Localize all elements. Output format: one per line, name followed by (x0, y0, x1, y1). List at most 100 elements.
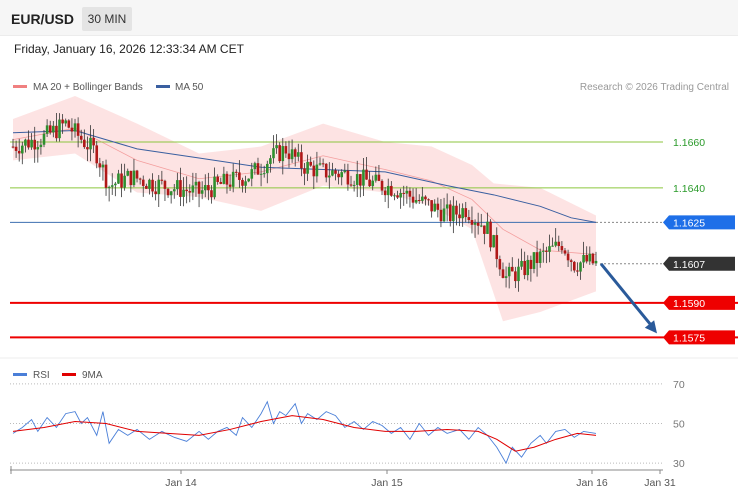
candle (141, 175, 145, 197)
candle-body (213, 176, 216, 198)
candle (380, 179, 384, 196)
candle-body (390, 185, 393, 196)
candle-body (244, 181, 247, 186)
candle-body (48, 125, 52, 133)
candle-body (529, 259, 533, 269)
candle (169, 190, 173, 204)
candle-body (14, 146, 18, 151)
candle-body (498, 259, 502, 270)
candle-body (479, 225, 483, 227)
candle-body (408, 190, 412, 197)
candle (132, 158, 136, 188)
candle-body (296, 152, 300, 157)
candle-body (476, 222, 480, 226)
candle-body (104, 164, 108, 188)
candle (464, 201, 468, 223)
candle-body (67, 120, 71, 128)
candle-body (70, 127, 74, 132)
candle-body (166, 188, 170, 196)
candle (572, 260, 576, 273)
candle-body (352, 184, 356, 186)
candle (315, 151, 319, 183)
candle-body (141, 179, 145, 186)
candle (424, 195, 427, 206)
candle (182, 177, 185, 207)
candle (104, 159, 108, 196)
candle-body (585, 255, 588, 262)
candle-body (349, 184, 353, 186)
candle-body (117, 173, 120, 184)
candle (21, 141, 24, 165)
candle (191, 172, 195, 201)
candle-body (42, 133, 46, 145)
candle-body (582, 255, 585, 263)
candle (430, 200, 433, 218)
candle-body (337, 173, 340, 178)
candle (200, 181, 204, 200)
time-axis-label: Jan 15 (371, 477, 403, 489)
candle-body (241, 179, 244, 186)
candle (548, 234, 551, 263)
candle (579, 261, 582, 280)
candle (328, 162, 331, 189)
time-axis-label: Jan 14 (165, 477, 197, 489)
candle (163, 179, 167, 202)
candle (331, 162, 334, 177)
candle-body (21, 145, 24, 154)
candle (27, 130, 30, 150)
candle (86, 136, 89, 162)
candle (566, 249, 570, 268)
candle (374, 166, 378, 183)
candle (349, 175, 353, 187)
candle-body (98, 163, 102, 168)
candle-body (312, 165, 316, 177)
candle-body (566, 253, 570, 261)
candle-body (532, 252, 536, 269)
candle-body (495, 235, 499, 260)
candle (560, 241, 564, 254)
candle (259, 163, 263, 187)
candle-body (591, 253, 595, 264)
candle-body (414, 200, 418, 203)
candle-body (135, 170, 139, 179)
candle-body (402, 192, 406, 194)
candle-body (194, 181, 198, 186)
candle (151, 173, 154, 198)
timeframe-button[interactable]: 30 MIN (82, 7, 132, 31)
candle-body (281, 146, 285, 162)
candle-body (386, 185, 390, 196)
candle (160, 170, 164, 185)
candle (110, 173, 114, 195)
candle-body (365, 169, 368, 180)
candle (61, 114, 64, 134)
candle-body (557, 241, 561, 247)
candle (70, 118, 74, 141)
candle-body (458, 214, 461, 219)
candle-body (405, 190, 409, 194)
candle-body (396, 195, 399, 198)
candle-body (76, 123, 80, 136)
candle-body (520, 260, 523, 267)
candle (290, 139, 294, 163)
candle (340, 169, 344, 186)
candle-body (145, 185, 148, 189)
candle (495, 227, 499, 268)
candle (309, 156, 313, 167)
candle (101, 160, 105, 181)
candle (452, 196, 455, 234)
candle (269, 155, 272, 173)
candle-body (424, 196, 427, 200)
candle-body (110, 185, 114, 187)
candle-body (538, 251, 542, 264)
candle-body (55, 125, 58, 139)
candle (210, 185, 213, 204)
candle (272, 135, 275, 164)
candle (287, 140, 291, 168)
candle (569, 258, 573, 272)
candle (58, 113, 61, 142)
level-label-bg (663, 256, 735, 271)
candle-body (374, 174, 378, 181)
candle (557, 235, 561, 252)
chart-header: EUR/USD 30 MIN (0, 0, 738, 36)
candle (520, 248, 523, 270)
